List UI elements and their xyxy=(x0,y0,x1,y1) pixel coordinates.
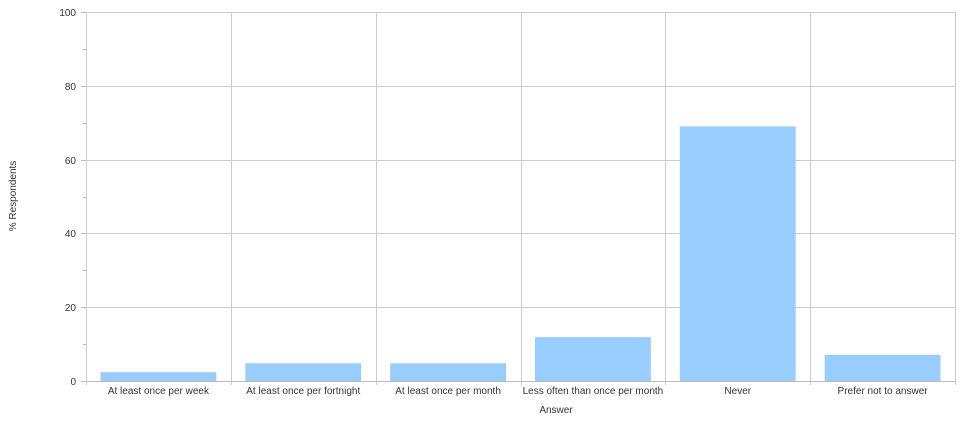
axes xyxy=(81,12,955,382)
bar xyxy=(679,126,796,381)
x-tick-label: Never xyxy=(724,386,751,397)
x-tick-label: Less often than once per month xyxy=(523,386,664,397)
x-tick-label: At least once per week xyxy=(108,386,210,397)
y-tick-label: 20 xyxy=(65,303,77,314)
bar xyxy=(390,363,507,381)
bar xyxy=(534,337,651,381)
grid-lines xyxy=(86,12,956,385)
bar xyxy=(100,372,217,381)
x-tick-labels: At least once per week At least once per … xyxy=(108,386,928,397)
bars xyxy=(100,126,941,381)
y-tick-labels: 0 20 40 60 80 100 xyxy=(59,8,76,388)
bar xyxy=(245,363,362,381)
y-tick-label: 0 xyxy=(70,377,76,388)
bar xyxy=(824,354,941,381)
x-tick-label: At least once per fortnight xyxy=(246,386,360,397)
y-tick-label: 100 xyxy=(59,8,76,19)
y-axis-title: % Respondents xyxy=(8,161,19,232)
y-tick-label: 40 xyxy=(65,229,77,240)
x-tick-label: At least once per month xyxy=(395,386,501,397)
y-tick-label: 60 xyxy=(65,156,77,167)
x-tick-label: Prefer not to answer xyxy=(838,386,929,397)
y-tick-label: 80 xyxy=(65,82,77,93)
x-axis-title: Answer xyxy=(539,405,573,416)
